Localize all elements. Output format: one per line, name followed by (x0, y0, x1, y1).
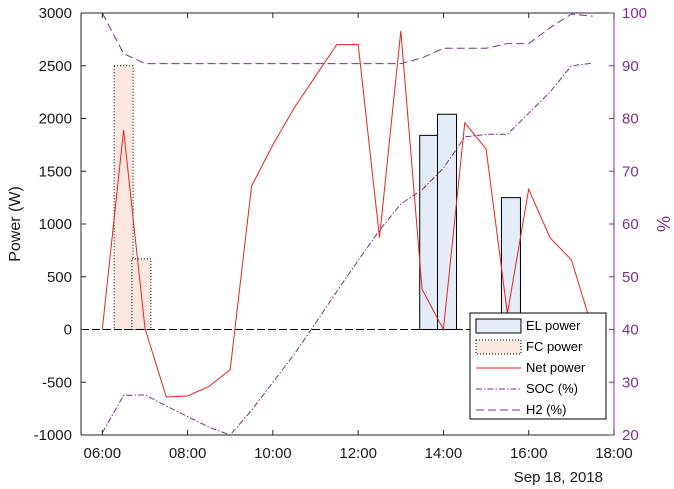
el-power-bar-2 (500, 197, 521, 330)
legend-label-h2: H2 (%) (526, 402, 566, 417)
net-power-line (101, 30, 594, 398)
x-tick-label-3: 12:00 (339, 445, 377, 462)
y-tick-left-label-0: -1000 (34, 427, 72, 444)
y-axis-label-right: % (654, 216, 674, 232)
x-tick-label-1: 08:00 (169, 445, 207, 462)
x-tick-label-4: 14:00 (425, 445, 463, 462)
el-power-bar-0 (419, 134, 440, 330)
h2-line (101, 12, 593, 65)
legend-swatch-el (475, 318, 522, 334)
x-tick-label-0: 06:00 (84, 445, 122, 462)
y-tick-left-label-5: 1500 (39, 163, 72, 180)
x-axis-date-label: Sep 18, 2018 (514, 469, 603, 486)
y-tick-right-label-6: 80 (622, 111, 639, 128)
y-tick-right-label-7: 90 (622, 58, 639, 75)
y-tick-left-label-3: 500 (47, 269, 72, 286)
y-tick-right-label-3: 50 (622, 269, 639, 286)
lines-layer (101, 12, 594, 436)
legend-swatch-fc (475, 339, 522, 355)
legend-label-soc: SOC (%) (526, 381, 578, 396)
y-tick-left-label-2: 0 (64, 322, 72, 339)
y-tick-right-label-1: 30 (622, 374, 639, 391)
y-tick-left-label-8: 3000 (39, 5, 72, 22)
y-axis-label-left: Power (W) (7, 186, 24, 262)
x-tick-label-5: 16:00 (510, 445, 548, 462)
y-tick-right-label-4: 60 (622, 216, 639, 233)
legend: EL power FC power Net power SOC (%) H2 (… (469, 312, 607, 420)
legend-label-fc: FC power (526, 339, 583, 354)
ticks-layer: -1000 -500 0 500 1000 1500 2000 2500 3000 20 30 40 5… (34, 5, 647, 462)
y-tick-right-label-0: 20 (622, 427, 639, 444)
x-tick-label-2: 10:00 (254, 445, 292, 462)
fc-power-bar-0 (113, 65, 134, 330)
y-tick-right-label-5: 70 (622, 163, 639, 180)
y-tick-right-label-2: 40 (622, 322, 639, 339)
legend-label-net: Net power (526, 360, 586, 375)
x-tick-label-6: 18:00 (595, 445, 633, 462)
y-tick-left-label-4: 1000 (39, 216, 72, 233)
y-tick-left-label-1: -500 (42, 374, 72, 391)
y-tick-left-label-7: 2500 (39, 58, 72, 75)
legend-label-el: EL power (526, 318, 581, 333)
y-tick-left-label-6: 2000 (39, 111, 72, 128)
soc-line (101, 62, 593, 436)
y-tick-right-label-8: 100 (622, 5, 647, 22)
